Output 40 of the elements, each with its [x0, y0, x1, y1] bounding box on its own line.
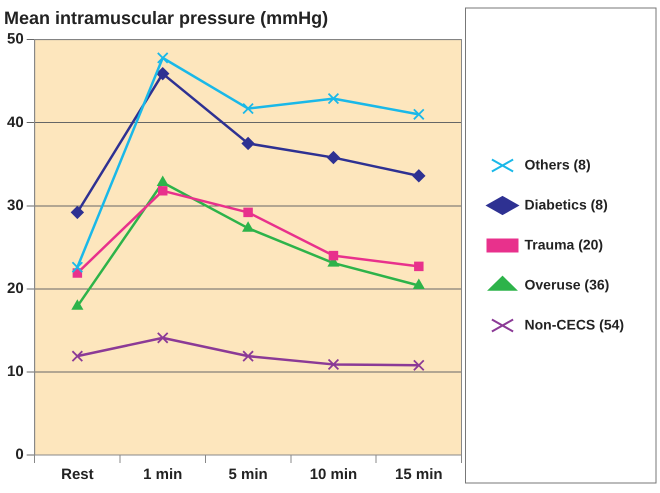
- legend-label: Non-CECS (54): [524, 316, 624, 332]
- point: [413, 279, 425, 290]
- legend-label: Others (8): [524, 156, 591, 172]
- chart-title: Mean intramuscular pressure (mmHg): [4, 8, 328, 28]
- x-tick-label: Rest: [61, 466, 94, 484]
- point: [326, 151, 340, 164]
- legend-label: Diabetics (8): [524, 196, 608, 212]
- point: [156, 52, 169, 64]
- point: [242, 350, 254, 362]
- x-tick-label: 5 min: [228, 466, 268, 484]
- point: [158, 186, 168, 196]
- point: [412, 359, 425, 372]
- point: [328, 92, 340, 104]
- point: [72, 350, 84, 362]
- y-tick-label: 20: [6, 280, 24, 297]
- point: [156, 332, 169, 344]
- point: [328, 250, 338, 260]
- point: [157, 176, 168, 186]
- point: [414, 262, 424, 272]
- y-tick-label: 40: [6, 114, 24, 131]
- y-tick-label: 30: [6, 196, 24, 214]
- point: [243, 208, 253, 218]
- point: [242, 136, 255, 150]
- point: [328, 358, 340, 370]
- point: [412, 108, 425, 120]
- point: [242, 222, 254, 232]
- legend-label: Trauma (20): [524, 236, 604, 252]
- legend-label: Overuse (36): [524, 276, 610, 292]
- point: [72, 261, 84, 274]
- x-tick-label: 10 min: [310, 466, 358, 484]
- point: [242, 102, 254, 114]
- x-tick-label: 1 min: [143, 466, 182, 484]
- point: [156, 67, 170, 80]
- y-tick-label: 10: [6, 363, 24, 380]
- y-tick-label: 50: [6, 30, 24, 48]
- point: [412, 169, 426, 182]
- y-tick-label: 0: [15, 446, 24, 464]
- point: [70, 206, 84, 219]
- x-tick-label: 15 min: [395, 466, 443, 484]
- point: [72, 300, 84, 310]
